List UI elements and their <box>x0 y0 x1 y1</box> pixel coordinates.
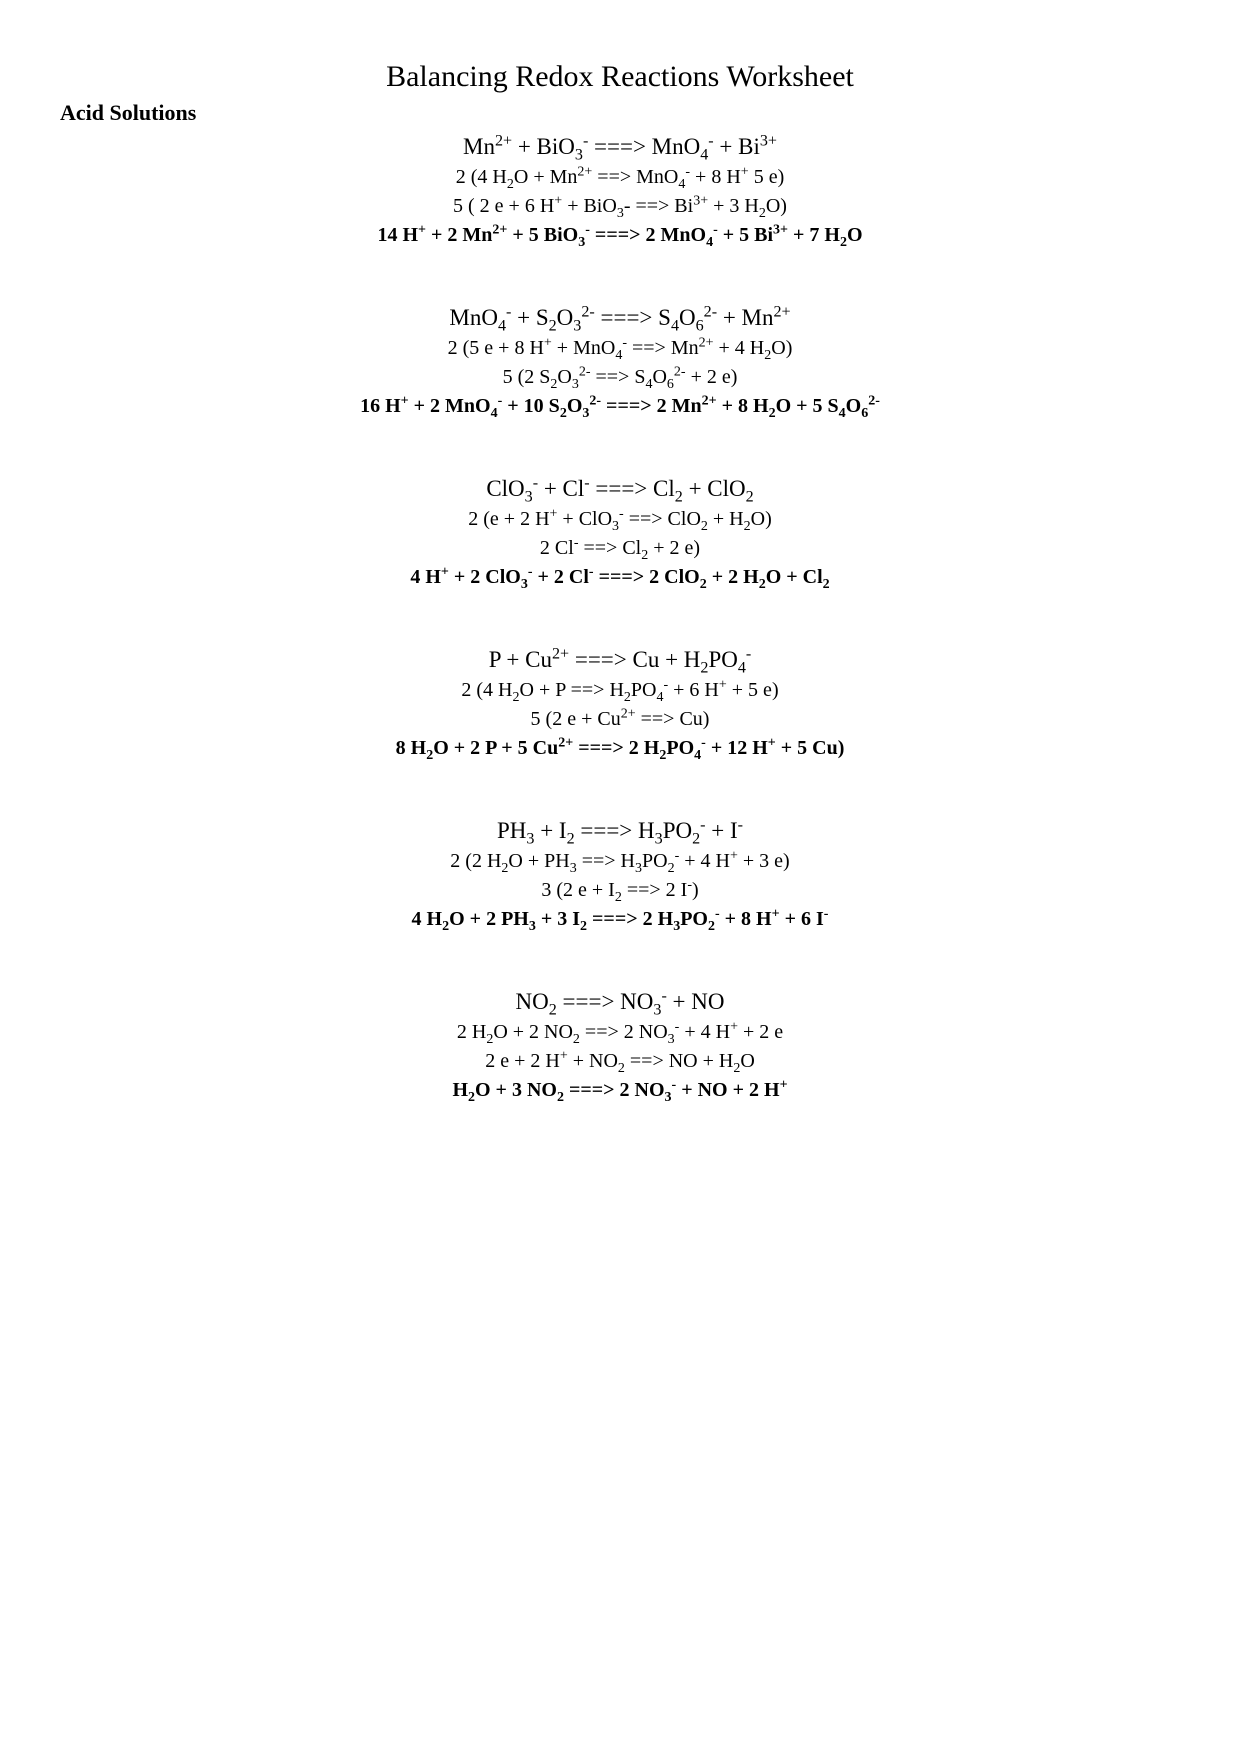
page-title: Balancing Redox Reactions Worksheet <box>60 60 1180 94</box>
balanced-equation: H2O + 3 NO2 ===> 2 NO3- + NO + 2 H+ <box>60 1079 1180 1102</box>
half-reaction-1: 2 (5 e + 8 H+ + MnO4- ==> Mn2+ + 4 H2O) <box>60 337 1180 360</box>
balanced-equation: 14 H+ + 2 Mn2+ + 5 BiO3- ===> 2 MnO4- + … <box>60 224 1180 247</box>
half-reaction-1: 2 (e + 2 H+ + ClO3- ==> ClO2 + H2O) <box>60 508 1180 531</box>
half-reaction-2: 2 e + 2 H+ + NO2 ==> NO + H2O <box>60 1050 1180 1073</box>
half-reaction-2: 5 (2 S2O32- ==> S4O62- + 2 e) <box>60 366 1180 389</box>
problem-block: Mn2+ + BiO3- ===> MnO4- + Bi3+ 2 (4 H2O +… <box>60 134 1180 247</box>
section-heading: Acid Solutions <box>60 100 1180 126</box>
problem-block: PH3 + I2 ===> H3PO2- + I- 2 (2 H2O + PH3 … <box>60 818 1180 931</box>
problem-block: P + Cu2+ ===> Cu + H2PO4- 2 (4 H2O + P ==… <box>60 647 1180 760</box>
balanced-equation: 4 H+ + 2 ClO3- + 2 Cl- ===> 2 ClO2 + 2 H… <box>60 566 1180 589</box>
unbalanced-equation: ClO3- + Cl- ===> Cl2 + ClO2 <box>60 476 1180 502</box>
half-reaction-1: 2 (2 H2O + PH3 ==> H3PO2- + 4 H+ + 3 e) <box>60 850 1180 873</box>
balanced-equation: 4 H2O + 2 PH3 + 3 I2 ===> 2 H3PO2- + 8 H… <box>60 908 1180 931</box>
half-reaction-1: 2 H2O + 2 NO2 ==> 2 NO3- + 4 H+ + 2 e <box>60 1021 1180 1044</box>
balanced-equation: 8 H2O + 2 P + 5 Cu2+ ===> 2 H2PO4- + 12 … <box>60 737 1180 760</box>
unbalanced-equation: Mn2+ + BiO3- ===> MnO4- + Bi3+ <box>60 134 1180 160</box>
half-reaction-2: 3 (2 e + I2 ==> 2 I-) <box>60 879 1180 902</box>
unbalanced-equation: P + Cu2+ ===> Cu + H2PO4- <box>60 647 1180 673</box>
problem-block: ClO3- + Cl- ===> Cl2 + ClO2 2 (e + 2 H+ +… <box>60 476 1180 589</box>
balanced-equation: 16 H+ + 2 MnO4- + 10 S2O32- ===> 2 Mn2+ … <box>60 395 1180 418</box>
problems-container: Mn2+ + BiO3- ===> MnO4- + Bi3+ 2 (4 H2O +… <box>60 134 1180 1102</box>
half-reaction-1: 2 (4 H2O + P ==> H2PO4- + 6 H+ + 5 e) <box>60 679 1180 702</box>
problem-block: MnO4- + S2O32- ===> S4O62- + Mn2+ 2 (5 e … <box>60 305 1180 418</box>
half-reaction-2: 5 ( 2 e + 6 H+ + BiO3- ==> Bi3+ + 3 H2O) <box>60 195 1180 218</box>
unbalanced-equation: MnO4- + S2O32- ===> S4O62- + Mn2+ <box>60 305 1180 331</box>
unbalanced-equation: PH3 + I2 ===> H3PO2- + I- <box>60 818 1180 844</box>
unbalanced-equation: NO2 ===> NO3- + NO <box>60 989 1180 1015</box>
half-reaction-2: 5 (2 e + Cu2+ ==> Cu) <box>60 708 1180 731</box>
half-reaction-2: 2 Cl- ==> Cl2 + 2 e) <box>60 537 1180 560</box>
problem-block: NO2 ===> NO3- + NO 2 H2O + 2 NO2 ==> 2 NO… <box>60 989 1180 1102</box>
half-reaction-1: 2 (4 H2O + Mn2+ ==> MnO4- + 8 H+ 5 e) <box>60 166 1180 189</box>
